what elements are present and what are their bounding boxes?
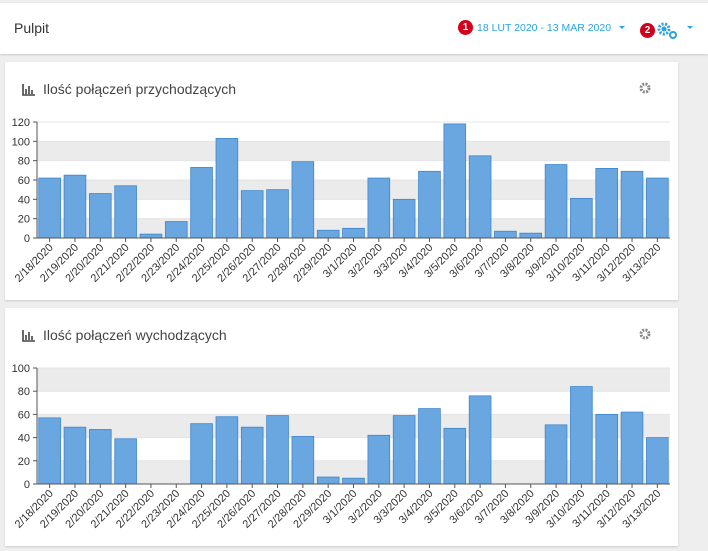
y-tick-label: 0 — [24, 233, 30, 245]
chart: Ilość połączeń wychodzących0204060801002… — [12, 327, 670, 531]
bar — [342, 227, 365, 239]
bar — [114, 185, 137, 239]
bar — [63, 426, 87, 485]
bar — [266, 189, 289, 239]
bar — [190, 423, 213, 485]
bar — [418, 408, 441, 485]
bar — [443, 123, 467, 239]
bar — [316, 229, 340, 239]
bar — [392, 198, 416, 239]
page-title: Pulpit — [14, 20, 50, 36]
bar — [240, 190, 264, 239]
settings-icon[interactable] — [639, 82, 651, 94]
bar — [190, 167, 213, 239]
chart-title: Ilość połączeń wychodzących — [43, 327, 227, 343]
y-tick-label: 40 — [18, 194, 30, 206]
icon-shape — [639, 82, 651, 94]
bar — [418, 170, 441, 239]
bar — [468, 155, 492, 239]
bar — [63, 174, 87, 239]
bar — [114, 438, 137, 485]
bar — [164, 221, 188, 239]
icon-shape — [643, 86, 647, 90]
y-tick-label: 0 — [24, 479, 30, 491]
settings-icon[interactable] — [656, 21, 680, 41]
bar — [519, 232, 543, 239]
bar — [443, 427, 467, 485]
bar — [89, 429, 112, 485]
icon-shape — [639, 328, 651, 340]
bar — [570, 197, 593, 239]
header: Pulpit 1 18 LUT 2020 - 13 MAR 2020 2 — [0, 3, 708, 54]
y-tick-label: 100 — [12, 136, 30, 148]
y-tick-label: 40 — [18, 433, 30, 445]
bar — [595, 168, 618, 239]
date-range[interactable]: 18 LUT 2020 - 13 MAR 2020 — [477, 22, 612, 34]
bar — [342, 477, 365, 485]
icon-shape — [22, 330, 35, 342]
icon-shape — [22, 84, 35, 96]
badge: 1 — [458, 20, 473, 35]
bar — [266, 415, 289, 485]
grid-band — [37, 141, 670, 161]
bar — [367, 434, 391, 485]
chart-icon — [22, 84, 35, 96]
caret[interactable] — [686, 25, 694, 31]
chart-title: Ilość połączeń przychodzących — [43, 81, 236, 97]
chart-icon — [22, 330, 35, 342]
bar — [646, 437, 669, 485]
icon-shape — [643, 332, 647, 336]
bar — [291, 161, 315, 239]
bar — [570, 386, 593, 485]
bar — [291, 436, 315, 485]
y-tick-label: 20 — [18, 456, 30, 468]
bar — [367, 177, 391, 239]
bar — [620, 411, 644, 485]
grid-band — [37, 368, 670, 392]
y-tick-label: 60 — [18, 409, 30, 421]
bar — [215, 138, 239, 239]
bar — [595, 414, 618, 485]
settings-icon[interactable] — [639, 328, 651, 340]
y-tick-label: 20 — [18, 214, 30, 226]
bar — [38, 177, 61, 239]
bar — [646, 177, 669, 239]
y-tick-label: 80 — [18, 386, 30, 398]
bar — [392, 415, 416, 485]
bar — [38, 417, 61, 485]
bar — [544, 424, 568, 485]
bar — [544, 164, 568, 239]
bar — [494, 230, 517, 239]
bar — [139, 233, 163, 239]
chart-card: Ilość połączeń wychodzących 0 20 40 60 80 100 2… — [5, 308, 678, 546]
y-tick-label: 80 — [18, 156, 30, 168]
caret[interactable] — [618, 25, 626, 31]
bar — [89, 193, 112, 239]
y-tick-label: 60 — [18, 175, 30, 187]
chart: Ilość połączeń przychodzących 0 20 40 60 80 10… — [12, 81, 670, 285]
bar — [620, 170, 644, 239]
bar — [316, 476, 340, 485]
y-tick-label: 100 — [12, 363, 30, 375]
badge: 2 — [640, 23, 655, 38]
chart-card: Ilość połączeń przychodzących 0 20 40 60 80 10… — [5, 62, 678, 300]
y-tick-label: 120 — [12, 117, 30, 129]
bar — [468, 395, 492, 485]
bar — [240, 426, 264, 485]
bar — [215, 416, 239, 485]
